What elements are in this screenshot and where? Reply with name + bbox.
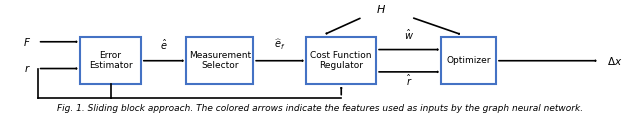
Text: $\widehat{e}_f$: $\widehat{e}_f$ — [274, 37, 285, 52]
Text: Error
Estimator: Error Estimator — [89, 51, 132, 70]
Text: $\hat{e}$: $\hat{e}$ — [160, 38, 168, 52]
FancyBboxPatch shape — [186, 37, 253, 84]
Text: $\Delta x$: $\Delta x$ — [607, 55, 622, 67]
FancyBboxPatch shape — [442, 37, 496, 84]
Text: $\hat{r}$: $\hat{r}$ — [406, 73, 412, 88]
FancyBboxPatch shape — [80, 37, 141, 84]
Text: $\hat{w}$: $\hat{w}$ — [404, 27, 414, 42]
Text: $H$: $H$ — [376, 3, 386, 15]
Text: $r$: $r$ — [24, 63, 31, 74]
Text: Optimizer: Optimizer — [447, 56, 491, 65]
Text: $F$: $F$ — [23, 36, 31, 48]
Text: Cost Function
Regulator: Cost Function Regulator — [310, 51, 372, 70]
Text: Measurement
Selector: Measurement Selector — [189, 51, 251, 70]
FancyBboxPatch shape — [307, 37, 376, 84]
Text: Fig. 1. Sliding block approach. The colored arrows indicate the features used as: Fig. 1. Sliding block approach. The colo… — [57, 104, 583, 113]
